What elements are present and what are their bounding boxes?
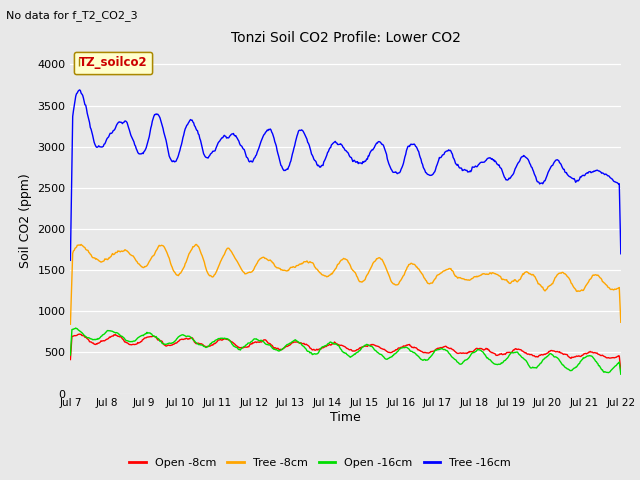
Y-axis label: Soil CO2 (ppm): Soil CO2 (ppm)	[19, 173, 32, 268]
Legend: Open -8cm, Tree -8cm, Open -16cm, Tree -16cm: Open -8cm, Tree -8cm, Open -16cm, Tree -…	[125, 453, 515, 472]
Legend: TZ_soilco2: TZ_soilco2	[74, 51, 152, 74]
Text: No data for f_T2_CO2_3: No data for f_T2_CO2_3	[6, 10, 138, 21]
Title: Tonzi Soil CO2 Profile: Lower CO2: Tonzi Soil CO2 Profile: Lower CO2	[230, 32, 461, 46]
X-axis label: Time: Time	[330, 411, 361, 424]
